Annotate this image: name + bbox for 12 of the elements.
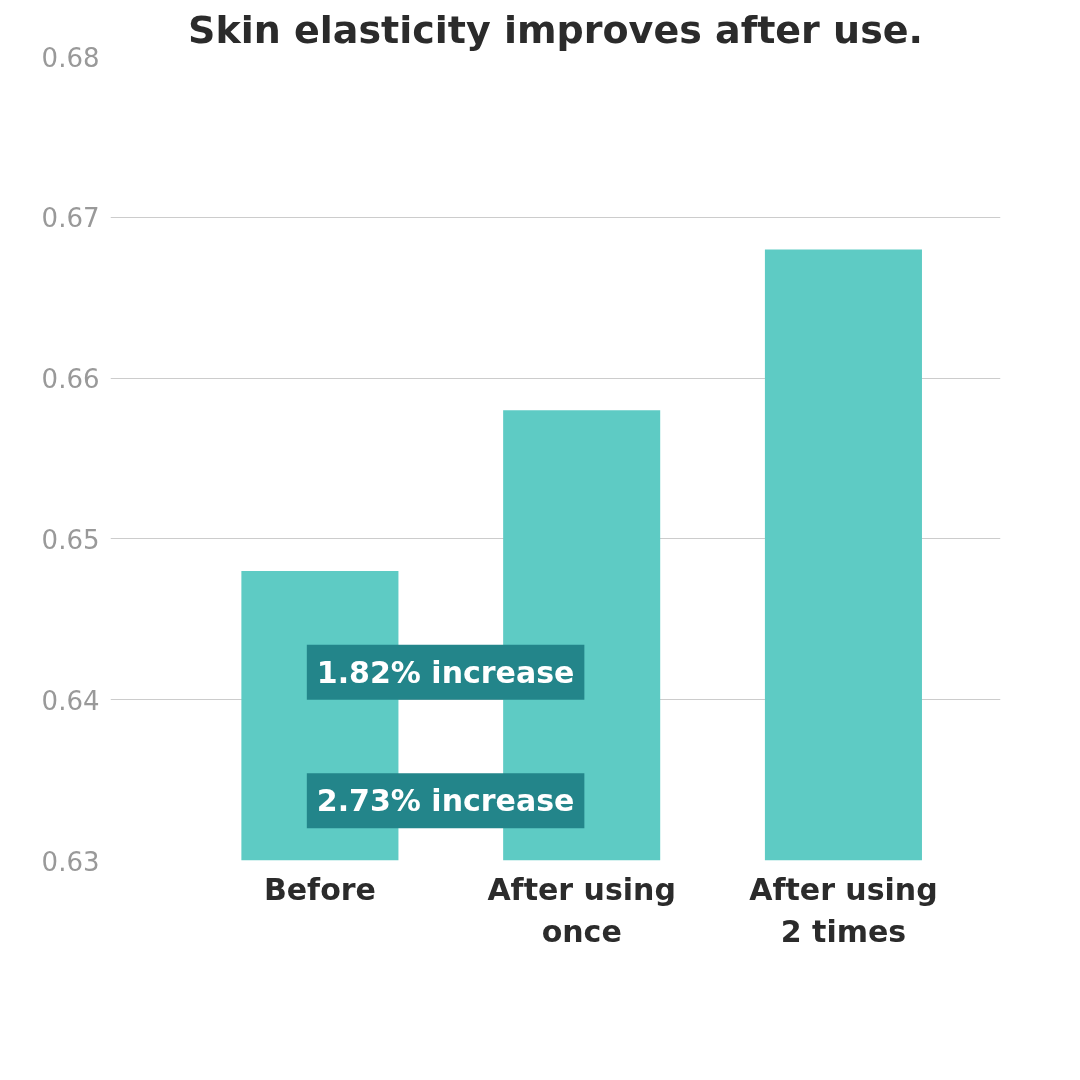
y-tick-label: 0.67 <box>41 203 100 234</box>
y-tick-label: 0.63 <box>41 846 100 877</box>
y-tick-label: 0.68 <box>41 42 100 73</box>
y-tick-label: 0.66 <box>41 364 100 395</box>
y-tick-label: 0.65 <box>41 524 100 555</box>
chart-title: Skin elasticity improves after use. <box>188 7 923 52</box>
x-tick-label: After using 2 times <box>749 871 938 949</box>
x-tick-label: After using once <box>487 871 676 949</box>
y-tick-label: 0.64 <box>41 685 100 716</box>
x-tick-label: Before <box>263 871 376 907</box>
annotation: 1.82% increase <box>316 654 575 690</box>
annotation: 2.73% increase <box>316 783 575 819</box>
